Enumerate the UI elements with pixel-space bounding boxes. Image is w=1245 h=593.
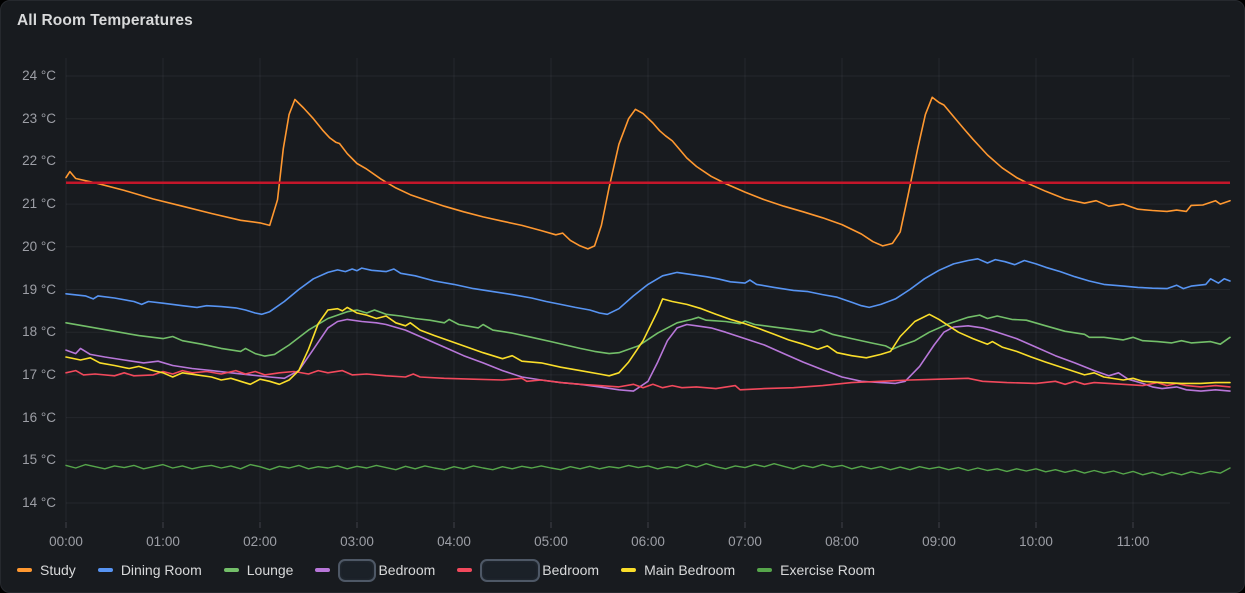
legend-marker xyxy=(223,568,239,572)
legend-item-bedroom-4[interactable]: Bedroom xyxy=(457,558,600,582)
legend-marker xyxy=(97,568,113,572)
legend-item-lounge-2[interactable]: Lounge xyxy=(223,562,294,578)
legend-marker xyxy=(621,568,637,572)
x-axis-label: 08:00 xyxy=(825,534,859,549)
legend-label: Study xyxy=(40,562,76,578)
series-lines xyxy=(65,96,1231,476)
legend-item-exercise-room-6[interactable]: Exercise Room xyxy=(757,562,875,578)
series-line-bedroom-3 xyxy=(65,318,1231,392)
y-axis-label: 15 °C xyxy=(22,452,56,468)
x-axis-label: 11:00 xyxy=(1116,534,1150,549)
y-axis-label: 16 °C xyxy=(22,409,56,425)
series-line-exercise-room-6 xyxy=(65,463,1231,476)
series-line-study-0 xyxy=(65,96,1231,250)
y-axis-label: 24 °C xyxy=(22,68,56,83)
y-axis-label: 20 °C xyxy=(22,238,56,254)
y-axis-label: 23 °C xyxy=(22,110,56,126)
y-axis-label: 14 °C xyxy=(22,495,56,510)
legend-item-study-0[interactable]: Study xyxy=(17,562,76,578)
y-axis-label: 22 °C xyxy=(22,153,56,169)
x-axis-label: 09:00 xyxy=(922,534,956,549)
legend-item-bedroom-3[interactable]: Bedroom xyxy=(315,558,436,582)
x-axis-label: 10:00 xyxy=(1019,534,1053,549)
x-axis-label: 00:00 xyxy=(49,534,83,549)
legend-label: Main Bedroom xyxy=(644,562,736,578)
x-axis-label: 06:00 xyxy=(631,534,665,549)
x-axis-label: 07:00 xyxy=(728,534,762,549)
y-axis-label: 19 °C xyxy=(22,281,56,297)
legend-marker xyxy=(315,568,331,572)
y-axis-label: 21 °C xyxy=(22,196,56,212)
series-line-dining-room-1 xyxy=(65,257,1231,316)
x-axis-label: 04:00 xyxy=(437,534,471,549)
legend-label: Exercise Room xyxy=(780,562,876,578)
x-axis-label: 01:00 xyxy=(146,534,180,549)
legend-item-main-bedroom-5[interactable]: Main Bedroom xyxy=(621,562,735,578)
legend-label: Dining Room xyxy=(120,562,202,578)
redacted-name-blur xyxy=(338,558,377,582)
series-line-main-bedroom-5 xyxy=(65,298,1231,386)
legend: Study Dining Room Lounge Bedroom Bedroom Main… xyxy=(17,558,897,582)
x-axis-label: 05:00 xyxy=(534,534,568,549)
legend-item-dining-room-1[interactable]: Dining Room xyxy=(97,562,202,578)
legend-marker xyxy=(17,568,32,572)
legend-marker xyxy=(457,568,473,572)
series-line-bedroom-4 xyxy=(65,369,1231,391)
legend-label: Bedroom xyxy=(378,562,436,578)
redacted-name-blur xyxy=(480,558,541,582)
x-axis-label: 02:00 xyxy=(243,534,277,549)
legend-label: Lounge xyxy=(246,562,294,578)
legend-label: Bedroom xyxy=(542,562,600,578)
y-axis-label: 18 °C xyxy=(22,324,56,340)
y-axis-label: 17 °C xyxy=(22,366,56,382)
gridlines xyxy=(65,58,1230,528)
panel-title: All Room Temperatures xyxy=(17,12,193,29)
legend-marker xyxy=(757,568,773,572)
panel-header: All Room Temperatures xyxy=(17,9,193,33)
x-axis-label: 03:00 xyxy=(340,534,374,549)
series-line-lounge-2 xyxy=(65,309,1231,357)
